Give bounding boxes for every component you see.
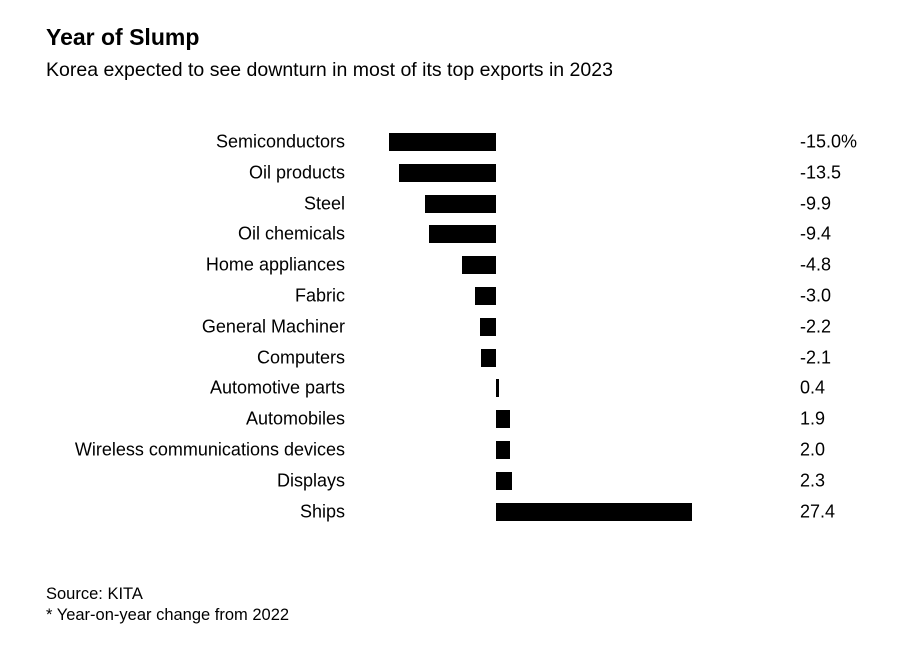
source-note: Source: KITA <box>46 585 143 603</box>
category-label: Steel <box>303 193 345 214</box>
chart-row: Ships 27.4 <box>0 496 902 527</box>
value-label: -9.4 <box>800 223 832 244</box>
bar <box>461 256 496 275</box>
value-label: -15.0% <box>800 131 858 152</box>
bar <box>496 379 499 398</box>
value-label: 2.0 <box>800 439 826 460</box>
bar <box>496 410 510 429</box>
bar <box>480 348 496 367</box>
category-label: General Machiner <box>201 316 345 337</box>
chart-row: Displays 2.3 <box>0 465 902 496</box>
category-label: Home appliances <box>205 254 345 275</box>
category-label: Oil products <box>248 162 345 183</box>
bar <box>496 471 513 490</box>
chart-row: Automobiles 1.9 <box>0 404 902 435</box>
bar <box>480 317 496 336</box>
bar <box>428 225 496 244</box>
chart-row: Semiconductors -15.0% <box>0 127 902 158</box>
chart-row: Home appliances -4.8 <box>0 250 902 281</box>
bar <box>399 163 496 182</box>
chart-row: Computers -2.1 <box>0 342 902 373</box>
bar <box>474 286 496 305</box>
chart-row: Wireless communications devices 2.0 <box>0 435 902 466</box>
category-label: Computers <box>256 347 345 368</box>
chart-row: General Machiner -2.2 <box>0 311 902 342</box>
category-label: Automotive parts <box>209 377 345 398</box>
category-label: Wireless communications devices <box>74 439 345 460</box>
footnote: * Year-on-year change from 2022 <box>46 606 290 624</box>
category-label: Ships <box>299 501 345 522</box>
value-label: 1.9 <box>800 408 826 429</box>
value-label: -3.0 <box>800 285 832 306</box>
category-label: Fabric <box>294 285 345 306</box>
category-label: Oil chemicals <box>237 223 345 244</box>
chart-row: Fabric -3.0 <box>0 281 902 312</box>
chart-row: Automotive parts 0.4 <box>0 373 902 404</box>
chart-row: Steel -9.9 <box>0 188 902 219</box>
chart-subtitle: Korea expected to see downturn in most o… <box>46 59 613 81</box>
category-label: Displays <box>276 470 345 491</box>
category-label: Semiconductors <box>215 131 345 152</box>
bar <box>388 132 496 151</box>
bar <box>425 194 496 213</box>
value-label: -4.8 <box>800 254 832 275</box>
bar <box>496 502 692 521</box>
chart-title: Year of Slump <box>46 24 200 50</box>
value-label: -2.2 <box>800 316 832 337</box>
value-label: 0.4 <box>800 377 826 398</box>
value-label: -9.9 <box>800 193 832 214</box>
value-label: 27.4 <box>800 501 836 522</box>
value-label: -2.1 <box>800 347 832 368</box>
category-label: Automobiles <box>245 408 345 429</box>
chart-footer: Source: KITA * Year-on-year change from … <box>46 584 289 626</box>
chart-row: Oil products -13.5 <box>0 157 902 188</box>
chart-row: Oil chemicals -9.4 <box>0 219 902 250</box>
value-label: 2.3 <box>800 470 826 491</box>
bar <box>496 440 511 459</box>
value-label: -13.5 <box>800 162 842 183</box>
